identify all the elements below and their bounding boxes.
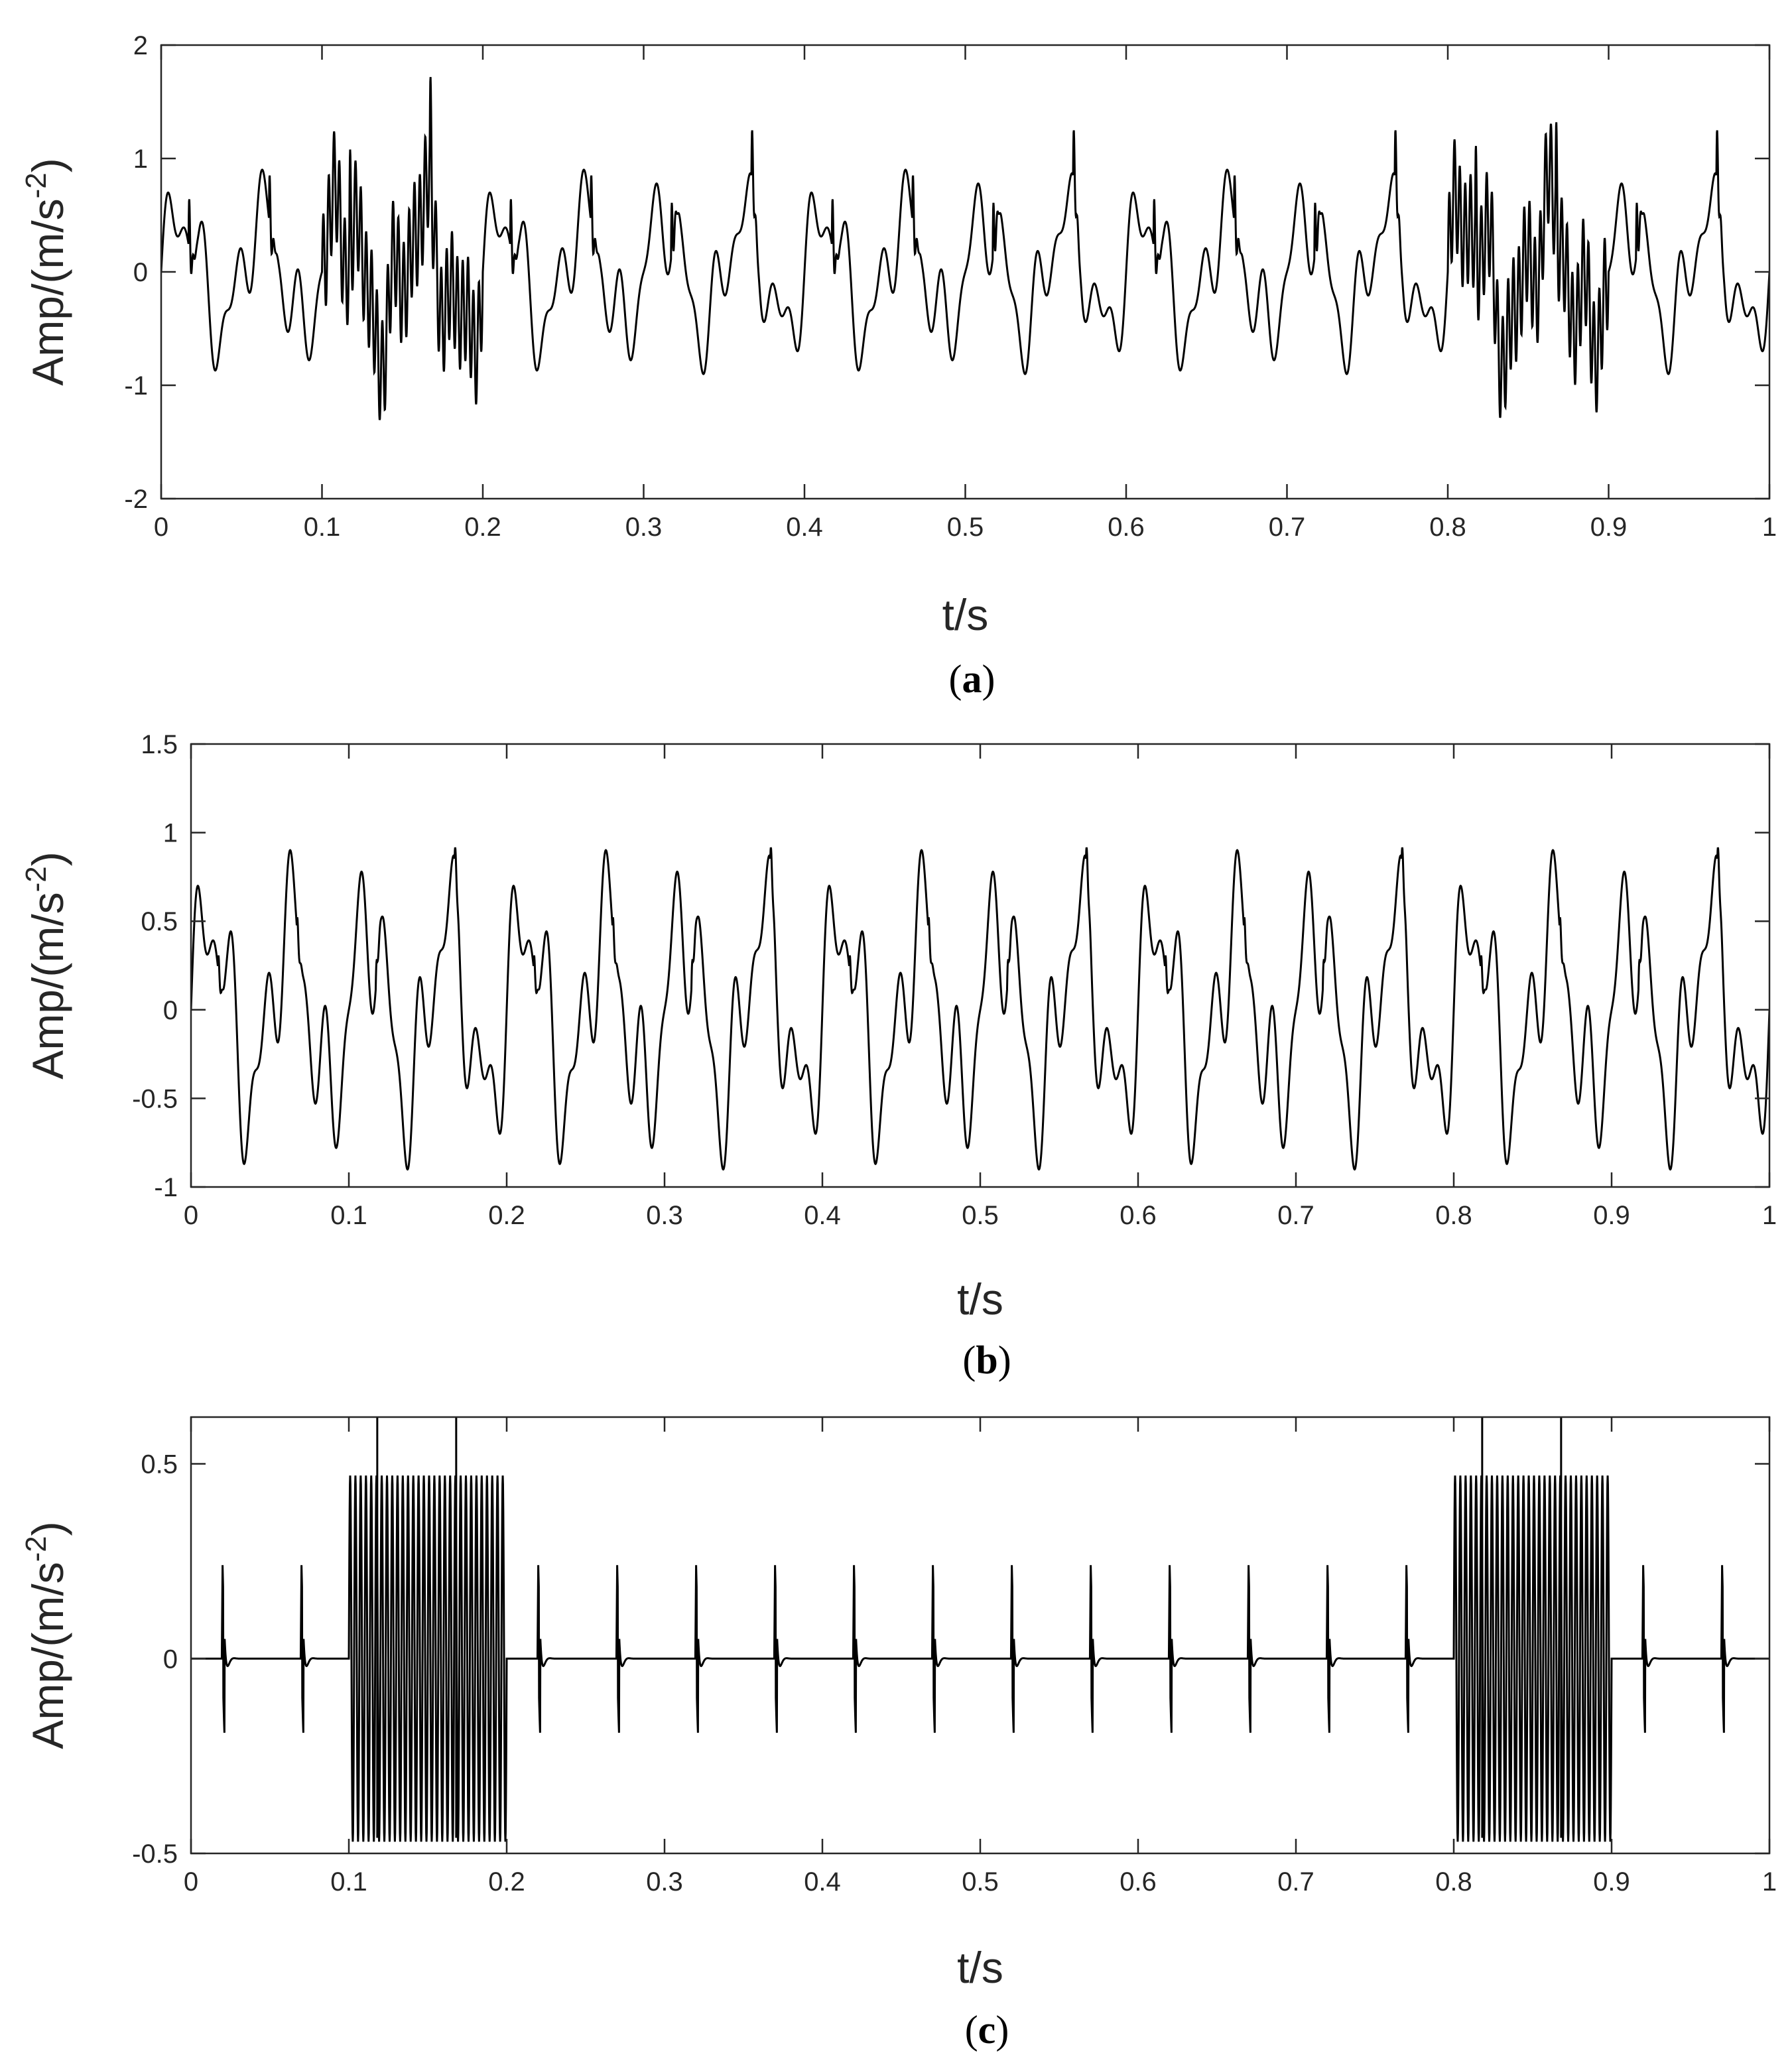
panel-caption: (c) <box>965 2008 1009 2052</box>
signal-line <box>191 847 1769 1171</box>
panel-b: 0 0.1 0.2 0.3 0.4 0.5 0.6 0.7 0.8 0.9 1 -1 -0.5 0 0.5 1… <box>20 730 1777 1382</box>
x-tick-label: 0.3 <box>646 1867 683 1897</box>
panel-a: 0 0.1 0.2 0.3 0.4 0.5 0.6 0.7 0.8 0.9 1 -2 -1 0 1 2 t/s A… <box>20 31 1777 701</box>
x-tick-label: 0 <box>184 1867 198 1897</box>
x-axis-title: t/s <box>957 1275 1003 1324</box>
x-tick-label: 0.8 <box>1435 1201 1472 1230</box>
x-tick-label: 0 <box>154 513 168 542</box>
x-tick-label: 0.4 <box>786 513 823 542</box>
x-tick-label: 0.3 <box>646 1201 683 1230</box>
y-tick-label: 2 <box>133 31 148 60</box>
panel-caption: (a) <box>949 657 995 701</box>
y-tick-label: 1 <box>163 819 178 848</box>
y-tick-label: 1.5 <box>141 730 178 759</box>
y-tick-label: -0.5 <box>132 1084 178 1113</box>
x-tick-label: 0 <box>184 1201 198 1230</box>
x-tick-label: 0.3 <box>625 513 663 542</box>
x-tick-label: 0.7 <box>1269 513 1306 542</box>
x-tick-label: 1 <box>1762 1867 1777 1897</box>
axes-box <box>190 743 1771 1188</box>
x-tick-label: 0.5 <box>962 1867 999 1897</box>
x-tick-label: 0.2 <box>488 1201 525 1230</box>
y-tick-label: 1 <box>133 145 148 174</box>
x-axis-title: t/s <box>957 1943 1003 1992</box>
x-tick-label: 0.7 <box>1277 1201 1314 1230</box>
x-tick-label: 0.6 <box>1120 1867 1157 1897</box>
y-tick-label: 0 <box>163 1645 178 1674</box>
x-tick-label: 0.6 <box>1108 513 1145 542</box>
y-tick-label: 0.5 <box>141 907 178 936</box>
x-tick-label: 0.1 <box>330 1867 367 1897</box>
x-tick-label: 0.8 <box>1435 1867 1472 1897</box>
x-tick-label: 0.4 <box>804 1867 841 1897</box>
x-tick-label: 0.8 <box>1429 513 1466 542</box>
x-tick-label: 0.7 <box>1277 1867 1314 1897</box>
y-tick-label: 0.5 <box>141 1450 178 1479</box>
x-tick-label: 0.4 <box>804 1201 841 1230</box>
y-tick-label: 0 <box>133 258 148 287</box>
y-tick-label: 0 <box>163 996 178 1025</box>
x-tick-label: 0.6 <box>1120 1201 1157 1230</box>
x-tick-label: 0.1 <box>330 1201 367 1230</box>
x-tick-label: 0.2 <box>488 1867 525 1897</box>
y-axis-title: Amp/(m/s-2) <box>20 851 72 1079</box>
y-tick-label: -2 <box>124 485 148 514</box>
x-tick-label: 0.5 <box>947 513 984 542</box>
x-tick-label: 0.5 <box>962 1201 999 1230</box>
x-tick-label: 0.2 <box>464 513 501 542</box>
x-tick-label: 0.9 <box>1590 513 1628 542</box>
x-tick-label: 0.9 <box>1593 1867 1630 1897</box>
y-axis-title: Amp/(m/s-2) <box>20 158 72 385</box>
x-tick-label: 0.1 <box>304 513 341 542</box>
panel-caption: (b) <box>962 1338 1011 1382</box>
x-tick-label: 1 <box>1762 513 1777 542</box>
x-axis-title: t/s <box>942 590 989 639</box>
y-tick-label: -1 <box>154 1173 178 1202</box>
y-tick-label: -1 <box>124 371 148 401</box>
panel-c: 0 0.1 0.2 0.3 0.4 0.5 0.6 0.7 0.8 0.9 1-0.500.5t/s… <box>20 1416 1777 2052</box>
y-axis-title: Amp/(m/s-2) <box>20 1521 72 1749</box>
x-tick-label: 1 <box>1762 1201 1777 1230</box>
signal-line <box>161 77 1769 420</box>
y-tick-label: -0.5 <box>132 1839 178 1869</box>
signal-line <box>191 1475 1769 1842</box>
x-tick-label: 0.9 <box>1593 1201 1630 1230</box>
